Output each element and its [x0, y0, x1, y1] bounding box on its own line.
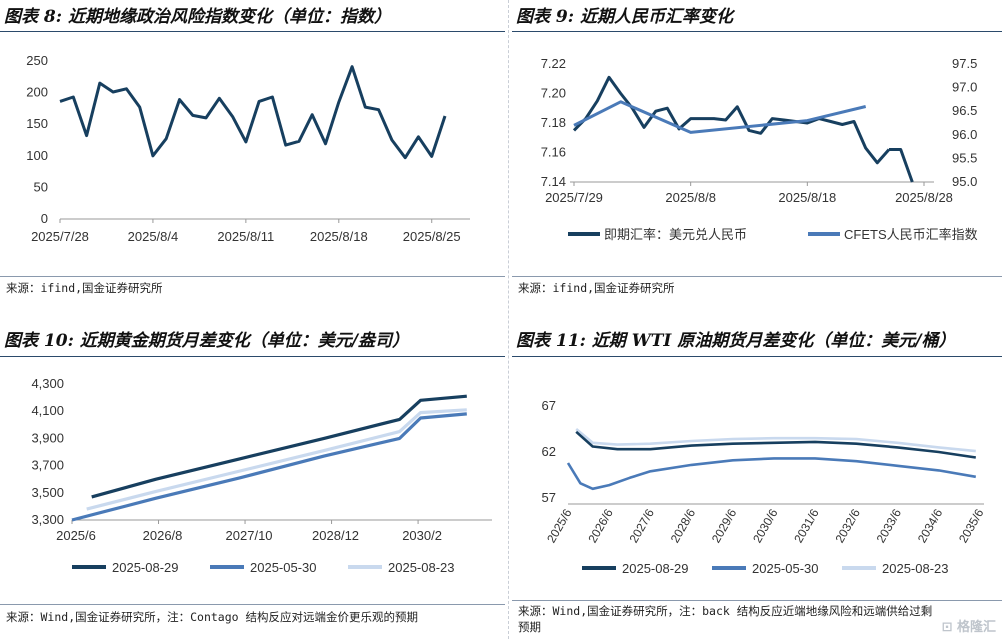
y-right-tick-label: 97.0 — [952, 80, 977, 95]
y-tick-label: 57 — [542, 490, 556, 505]
series-line-2025-05-30 — [566, 457, 977, 491]
y-tick-label: 100 — [26, 148, 48, 163]
y-right-tick-label: 95.5 — [952, 150, 977, 165]
series-line-1 — [889, 148, 914, 183]
x-tick-label: 2025/7/29 — [545, 190, 603, 205]
source-rule — [512, 276, 1002, 277]
chart-10-source: 来源：Wind,国金证券研究所，注：Contago 结构反应对远端金价更乐观的预… — [6, 610, 419, 624]
y-right-tick-label: 95.0 — [952, 174, 977, 189]
chart-8-source: 来源：ifind,国金证券研究所 — [6, 281, 163, 295]
x-tick-label: 2030/6 — [750, 506, 781, 545]
x-tick-label: 2026/8 — [143, 528, 183, 543]
y-left-tick-label: 7.22 — [541, 56, 566, 71]
y-tick-label: 150 — [26, 116, 48, 131]
legend-label: 2025-08-29 — [112, 560, 179, 575]
x-tick-label: 2025/8/25 — [403, 229, 461, 244]
y-right-tick-label: 97.5 — [952, 56, 977, 71]
y-tick-label: 200 — [26, 85, 48, 100]
y-left-tick-label: 7.16 — [541, 145, 566, 160]
x-tick-label: 2028/6 — [668, 506, 699, 545]
y-tick-label: 4,100 — [31, 403, 64, 418]
x-tick-label: 2028/12 — [312, 528, 359, 543]
series-line-2025-08-29 — [91, 394, 467, 499]
chart-9-source: 来源：ifind,国金证券研究所 — [518, 281, 675, 295]
y-tick-label: 0 — [41, 211, 48, 226]
y-left-tick-label: 7.14 — [541, 174, 566, 189]
x-tick-label: 2031/6 — [791, 506, 822, 545]
x-tick-label: 2030/2 — [402, 528, 442, 543]
y-right-tick-label: 96.5 — [952, 103, 977, 118]
x-tick-label: 2032/6 — [832, 506, 863, 545]
x-tick-label: 2025/8/8 — [665, 190, 716, 205]
y-left-tick-label: 7.18 — [541, 115, 566, 130]
chart-11-title: 图表 11: 近期 WTI 原油期货月差变化（单位：美元/桶） — [516, 331, 956, 351]
title-rule — [0, 356, 505, 357]
source-rule — [0, 276, 505, 277]
legend-label: 2025-08-23 — [882, 561, 949, 576]
panel-chart-9: 图表 9: 近期人民币汇率变化 7.14 7.16 7.18 7.20 7.22 95.0… — [512, 0, 1002, 318]
chart-9-plot: 7.14 7.16 7.18 7.20 7.22 95.0 95.5 96.0 96.5 97.0… — [541, 56, 978, 242]
chart-8-plot: 0 50 100 150 200 250 2025/7/28 2025/8/4 2025/8/1… — [26, 53, 470, 244]
y-left-tick-label: 7.20 — [541, 86, 566, 101]
x-tick-label: 2025/8/4 — [128, 229, 179, 244]
series-line-2025-05-30 — [71, 412, 467, 522]
x-tick-label: 2029/6 — [709, 506, 740, 545]
y-tick-label: 50 — [34, 179, 48, 194]
x-tick-label: 2025/7/28 — [31, 229, 89, 244]
x-tick-label: 2025/8/11 — [217, 229, 274, 244]
y-tick-label: 3,500 — [31, 485, 64, 500]
y-tick-label: 67 — [542, 398, 556, 413]
legend-label: 2025-08-23 — [388, 560, 455, 575]
y-tick-label: 250 — [26, 53, 48, 68]
x-tick-label: 2026/6 — [585, 506, 616, 545]
y-tick-label: 3,700 — [31, 458, 64, 473]
y-tick-label: 62 — [542, 444, 556, 459]
series-line-2025-08-23 — [575, 428, 976, 453]
y-right-tick-label: 96.0 — [952, 127, 977, 142]
legend-label: 2025-05-30 — [250, 560, 317, 575]
series-line-2025-08-23 — [86, 408, 467, 511]
chart-10-plot: 3,300 3,500 3,700 3,900 4,100 4,300 2025/6 2026… — [31, 376, 492, 575]
legend-label: CFETS人民币汇率指数 — [844, 227, 978, 242]
x-tick-label: 2027/6 — [626, 506, 657, 545]
legend-label: 2025-05-30 — [752, 561, 819, 576]
panel-chart-10: 图表 10: 近期黄金期货月差变化（单位：美元/盎司） 3,300 3,500 3,… — [0, 324, 505, 639]
x-tick-label: 2025/6 — [56, 528, 96, 543]
title-rule — [0, 31, 505, 32]
chart-10-title: 图表 10: 近期黄金期货月差变化（单位：美元/盎司） — [4, 331, 409, 351]
x-tick-label: 2034/6 — [915, 506, 946, 545]
y-tick-label: 4,300 — [31, 376, 64, 391]
y-tick-label: 3,900 — [31, 430, 64, 445]
chart-9-title: 图表 9: 近期人民币汇率变化 — [516, 7, 733, 27]
source-rule — [0, 604, 505, 605]
watermark-text: 格隆汇 — [956, 620, 996, 635]
chart-11-source-line2: 预期 — [518, 620, 541, 634]
x-tick-label: 2027/10 — [226, 528, 273, 543]
chart-11-plot: 57 62 67 2025/6 2026/6 2027/6 2028/6 2029/6 2030… — [542, 398, 987, 576]
x-tick-label: 2033/6 — [874, 506, 905, 545]
y-tick-label: 3,300 — [31, 512, 64, 527]
x-tick-label: 2025/8/28 — [895, 190, 953, 205]
panel-chart-11: 图表 11: 近期 WTI 原油期货月差变化（单位：美元/桶） 57 62 67 20… — [512, 324, 1002, 639]
chart-11-source-line1: 来源：Wind,国金证券研究所，注：back 结构反应近端地缘风险和远端供给过剩 — [518, 604, 933, 618]
watermark-logo: ⊡ 格隆汇 — [941, 620, 996, 635]
panel-chart-8: 图表 8: 近期地缘政治风险指数变化（单位：指数） 0 50 100 150 200 25… — [0, 0, 505, 318]
series-line-2 — [573, 100, 867, 134]
title-rule — [512, 356, 1002, 357]
x-tick-label: 2035/6 — [956, 506, 987, 545]
x-tick-label: 2025/6 — [544, 506, 575, 545]
x-tick-label: 2025/8/18 — [310, 229, 368, 244]
legend-label: 即期汇率：美元兑人民币 — [604, 227, 747, 242]
column-divider — [508, 0, 509, 639]
series-line-2025-08-29 — [575, 430, 976, 459]
legend-label: 2025-08-29 — [622, 561, 689, 576]
series-line-risk-index — [59, 65, 447, 160]
chart-8-title: 图表 8: 近期地缘政治风险指数变化（单位：指数） — [4, 7, 391, 27]
x-tick-label: 2025/8/18 — [778, 190, 836, 205]
series-line-0 — [572, 75, 891, 165]
title-rule — [512, 31, 1002, 32]
source-rule — [512, 600, 1002, 601]
